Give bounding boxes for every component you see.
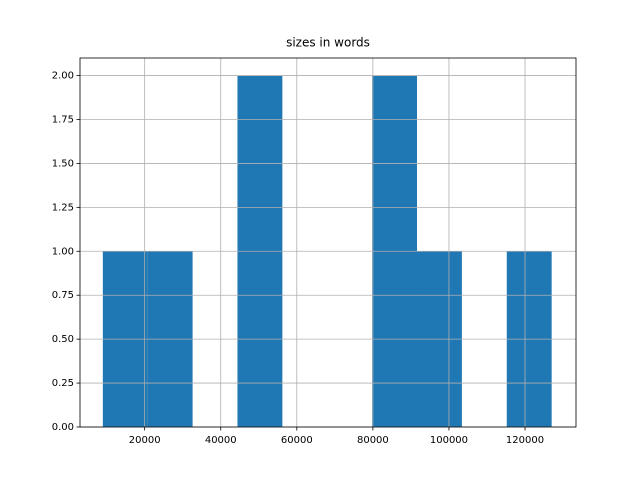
x-tick-label: 80000 xyxy=(357,435,389,446)
y-tick-label: 0.00 xyxy=(52,422,74,433)
y-tick-label: 0.50 xyxy=(52,334,74,345)
y-tick-label: 0.75 xyxy=(52,290,74,301)
y-tick-label: 2.00 xyxy=(52,71,74,82)
y-tick-label: 1.50 xyxy=(52,158,74,169)
y-tick-label: 1.25 xyxy=(52,202,74,213)
x-tick-label: 120000 xyxy=(506,435,544,446)
x-tick-label: 40000 xyxy=(205,435,237,446)
y-tick-label: 1.00 xyxy=(52,246,74,257)
y-tick-label: 0.25 xyxy=(52,378,74,389)
y-tick-label: 1.75 xyxy=(52,115,74,126)
chart-title: sizes in words xyxy=(286,36,370,50)
x-tick-label: 100000 xyxy=(430,435,468,446)
x-tick-label: 20000 xyxy=(129,435,161,446)
plot-frame xyxy=(79,57,577,428)
x-tick-label: 60000 xyxy=(281,435,313,446)
